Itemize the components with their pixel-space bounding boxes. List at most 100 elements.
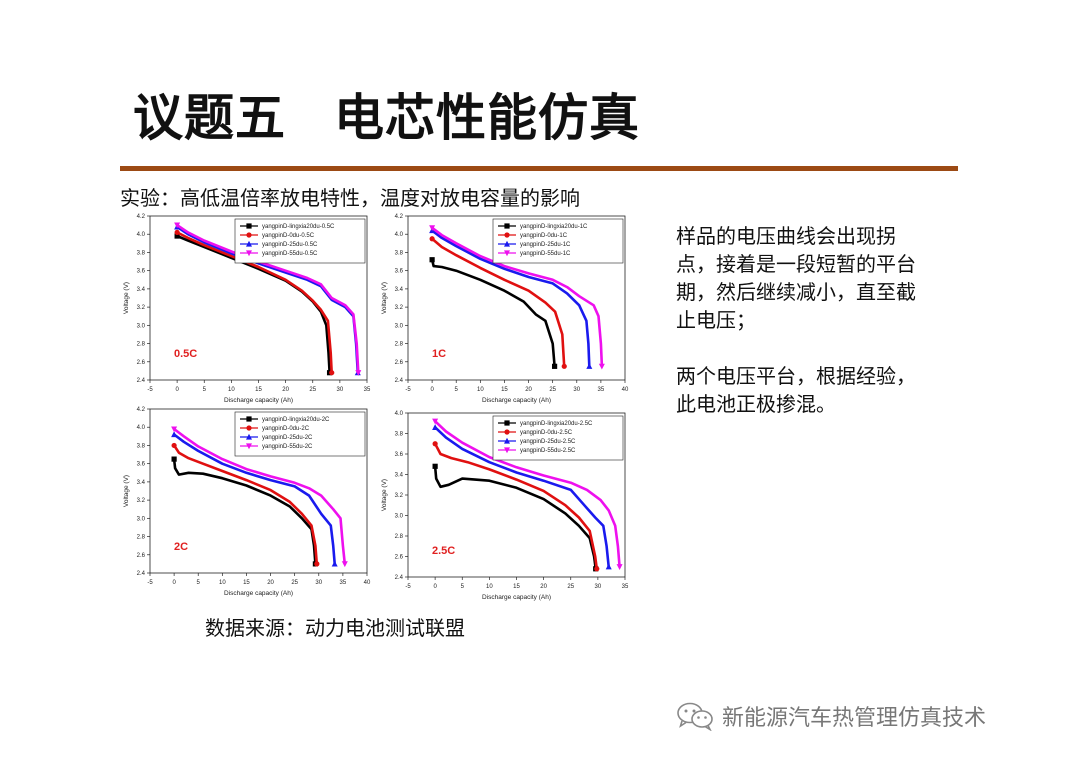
chart-panel-2c: -5 0 5 10 15 20 25 30 35 40 2.4 2.6 2.8 3.0 3.2 3.4 3.6 3… bbox=[120, 403, 375, 603]
x-tick-label: 35 bbox=[622, 584, 629, 590]
series-start-marker-yangpind-lingxia20du-0-5c bbox=[174, 233, 180, 239]
y-tick-label: 3.4 bbox=[137, 480, 146, 486]
series-line-yangpind-25du-1c bbox=[430, 229, 591, 368]
chart-svg-1c: -5 0 5 10 15 20 25 30 35 40 2.4 2.6 2.8 3.0 3.2 3.4 3.6 3… bbox=[381, 214, 629, 404]
y-tick-label: 4.2 bbox=[137, 214, 146, 220]
x-axis-label: Discharge capacity (Ah) bbox=[482, 594, 551, 601]
y-axis-label: Voltage (V) bbox=[123, 282, 130, 314]
y-tick-label: 4.2 bbox=[395, 214, 404, 220]
legend-swatch-marker bbox=[504, 232, 510, 238]
chart-panel-2-5c: -5 0 5 10 15 20 25 30 35 2.4 2.6 2.8 3.0 3.2 3.4 3.6 3.8… bbox=[378, 407, 633, 607]
legend-swatch-marker bbox=[246, 425, 252, 431]
series-start-marker-yangpind-0du-2c bbox=[171, 442, 177, 449]
series-end-marker-yangpind-55du-2-5c bbox=[616, 564, 623, 570]
series-end-marker-yangpind-55du-0-5c bbox=[355, 370, 362, 376]
series-end-marker-yangpind-25du-2c bbox=[331, 560, 338, 567]
series-line-yangpind-0du-2c bbox=[172, 444, 319, 566]
series-end-marker-yangpind-0du-2-5c bbox=[594, 566, 600, 572]
y-tick-label: 2.6 bbox=[395, 360, 404, 366]
x-tick-label: 10 bbox=[477, 387, 484, 393]
x-tick-label: 20 bbox=[267, 580, 274, 586]
x-axis-label: Discharge capacity (Ah) bbox=[224, 397, 293, 404]
chart-svg-2-5c: -5 0 5 10 15 20 25 30 35 2.4 2.6 2.8 3.0 3.2 3.4 3.6 3.8… bbox=[381, 411, 629, 601]
title-topic-number: 议题五 bbox=[133, 89, 286, 147]
x-tick-label: 20 bbox=[525, 387, 532, 393]
y-tick-label: 3.4 bbox=[395, 473, 404, 479]
x-tick-label: 25 bbox=[309, 387, 316, 393]
y-tick-label: 3.2 bbox=[395, 493, 404, 499]
series-end-marker-yangpind-lingxia20du-1c bbox=[551, 363, 558, 369]
x-tick-label: -5 bbox=[147, 387, 153, 393]
series-end-marker-yangpind-55du-1c bbox=[598, 363, 605, 370]
series-line-yangpind-0du-2-5c bbox=[433, 442, 599, 571]
x-tick-label: 20 bbox=[282, 387, 289, 393]
legend-entry: yangpinD-0du-0.5C bbox=[262, 233, 315, 239]
legend-entry: yangpinD-0du-2.5C bbox=[520, 430, 573, 436]
series-line-yangpind-0du-1c bbox=[430, 237, 566, 368]
y-tick-label: 3.2 bbox=[137, 305, 146, 311]
y-tick-label: 2.6 bbox=[395, 555, 404, 561]
x-tick-label: 35 bbox=[364, 387, 371, 393]
series-line-yangpind-0du-0-5c bbox=[175, 231, 333, 374]
legend-entry: yangpinD-25du-1C bbox=[520, 242, 571, 248]
y-tick-label: 3.8 bbox=[137, 250, 146, 256]
chart-svg-0-5c: -5 0 5 10 15 20 25 30 35 2.4 2.6 2.8 3.0 3.2 3.4 3.6 3.8… bbox=[123, 214, 371, 404]
legend-swatch-marker bbox=[504, 240, 510, 247]
x-tick-label: -5 bbox=[405, 387, 411, 393]
y-tick-label: 3.0 bbox=[137, 516, 146, 522]
series-line-yangpind-lingxia20du-2-5c bbox=[433, 465, 597, 571]
x-axis-label: Discharge capacity (Ah) bbox=[482, 397, 551, 404]
x-tick-label: 30 bbox=[315, 580, 322, 586]
legend-entry: yangpinD-lingxia20du-2.5C bbox=[520, 421, 593, 427]
series-end-marker-yangpind-0du-1c bbox=[561, 363, 567, 369]
y-tick-label: 3.2 bbox=[395, 305, 404, 311]
y-tick-label: 3.8 bbox=[395, 432, 404, 438]
legend-swatch-marker bbox=[504, 437, 510, 444]
y-tick-label: 3.0 bbox=[395, 323, 404, 329]
data-source: 数据来源：动力电池测试联盟 bbox=[205, 616, 465, 640]
legend-entry: yangpinD-lingxia20du-2C bbox=[262, 417, 330, 423]
legend-swatch-marker bbox=[504, 250, 510, 257]
series-start-marker-yangpind-lingxia20du-2-5c bbox=[432, 463, 438, 469]
chart-panel-0-5c: -5 0 5 10 15 20 25 30 35 2.4 2.6 2.8 3.0 3.2 3.4 3.6 3.8… bbox=[120, 210, 375, 410]
x-tick-label: 0 bbox=[175, 387, 179, 393]
y-tick-label: 4.0 bbox=[395, 411, 404, 417]
y-axis-label: Voltage (V) bbox=[381, 479, 388, 511]
legend-swatch-marker bbox=[246, 223, 252, 229]
y-tick-label: 4.0 bbox=[137, 425, 146, 431]
x-tick-label: 25 bbox=[291, 580, 298, 586]
y-tick-label: 3.6 bbox=[137, 462, 146, 468]
series-end-marker-yangpind-55du-2c bbox=[341, 561, 348, 568]
series-start-marker-yangpind-55du-2c bbox=[171, 426, 178, 433]
series-start-marker-yangpind-55du-0-5c bbox=[174, 222, 181, 229]
series-line-yangpind-lingxia20du-1c bbox=[430, 258, 556, 368]
y-tick-label: 3.6 bbox=[395, 269, 404, 275]
legend-entry: yangpinD-55du-0.5C bbox=[262, 251, 318, 257]
series-start-marker-yangpind-0du-2-5c bbox=[432, 441, 438, 447]
legend-swatch-marker bbox=[246, 433, 252, 440]
legend-entry: yangpinD-25du-0.5C bbox=[262, 242, 318, 248]
y-tick-label: 3.6 bbox=[137, 269, 146, 275]
y-axis-label: Voltage (V) bbox=[381, 282, 388, 314]
x-axis-label: Discharge capacity (Ah) bbox=[224, 590, 293, 597]
x-tick-label: 5 bbox=[203, 387, 207, 393]
y-tick-label: 3.0 bbox=[137, 323, 146, 329]
series-start-marker-yangpind-lingxia20du-1c bbox=[429, 257, 435, 263]
series-start-marker-yangpind-55du-1c bbox=[429, 225, 436, 232]
legend-entry: yangpinD-55du-2C bbox=[262, 444, 313, 450]
rate-label: 2C bbox=[174, 541, 188, 553]
conclusion-note: 两个电压平台，根据经验，此电池正极掺混。 bbox=[676, 364, 916, 416]
series-line-yangpind-25du-2-5c bbox=[433, 426, 610, 569]
legend-swatch-marker bbox=[246, 232, 252, 238]
series-line-yangpind-55du-1c bbox=[430, 226, 604, 368]
legend-entry: yangpinD-55du-2.5C bbox=[520, 448, 576, 454]
watermark-text: 新能源汽车热管理仿真技术 bbox=[722, 706, 987, 731]
x-tick-label: 10 bbox=[486, 584, 493, 590]
legend-swatch-marker bbox=[504, 420, 510, 426]
y-tick-label: 2.4 bbox=[137, 571, 146, 577]
legend-entry: yangpinD-25du-2.5C bbox=[520, 439, 576, 445]
y-tick-label: 3.8 bbox=[137, 443, 146, 449]
legend-swatch-marker bbox=[246, 443, 252, 450]
x-tick-label: 10 bbox=[219, 580, 226, 586]
legend-swatch-marker bbox=[246, 250, 252, 257]
